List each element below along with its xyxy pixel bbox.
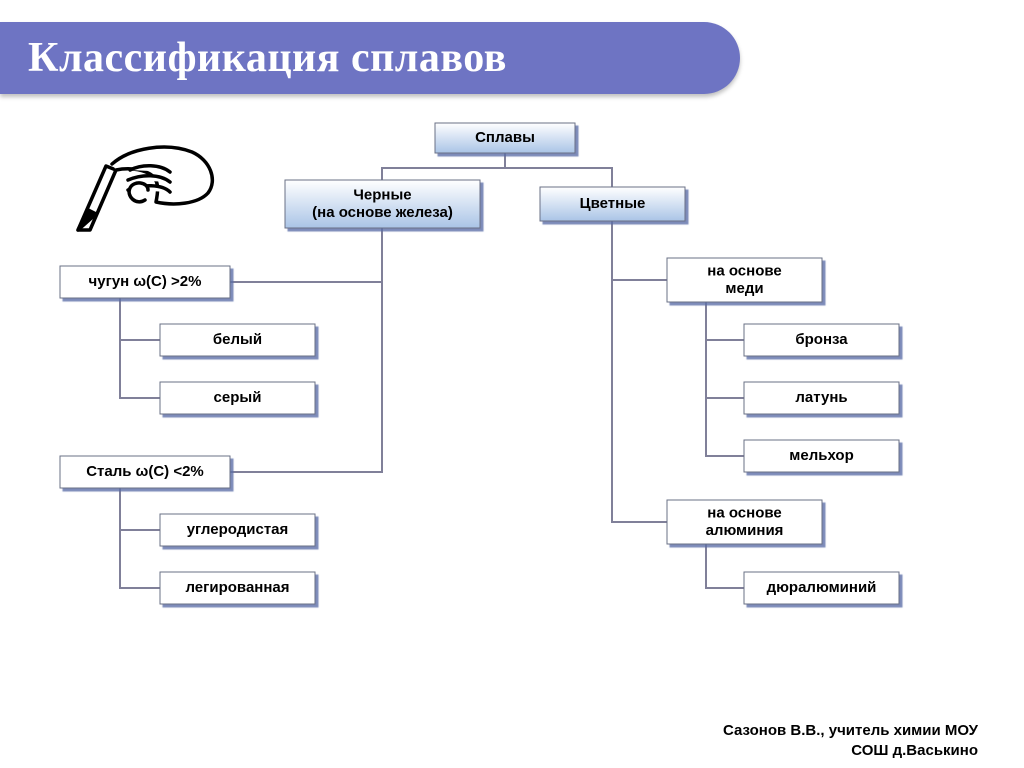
node-steel: Сталь ω(C) <2% (60, 456, 230, 488)
node-label: чугун ω(C) >2% (89, 273, 202, 290)
node-label: на основе (707, 263, 781, 280)
connector (120, 488, 160, 588)
node-label: Сталь ω(C) <2% (86, 463, 204, 480)
node-label: на основе (707, 505, 781, 522)
node-alloyed: легированная (160, 572, 315, 604)
connector (505, 153, 612, 187)
node-label: дюралюминий (767, 579, 877, 596)
node-label: легированная (185, 579, 289, 596)
credit-line-1: Сазонов В.В., учитель химии МОУ (723, 721, 978, 741)
node-brass: латунь (744, 382, 899, 414)
node-label: мельхор (789, 447, 853, 464)
node-color: Цветные (540, 187, 685, 221)
node-dural: дюралюминий (744, 572, 899, 604)
credit-line-2: СОШ д.Васькино (723, 741, 978, 761)
connector (612, 221, 667, 280)
connector (230, 228, 382, 282)
node-label: меди (725, 280, 763, 297)
node-label: Сплавы (475, 129, 535, 146)
author-credit: Сазонов В.В., учитель химии МОУ СОШ д.Ва… (723, 721, 978, 760)
node-black: Черные(на основе железа) (285, 180, 480, 228)
node-melch: мельхор (744, 440, 899, 472)
connector (120, 298, 160, 340)
node-root: Сплавы (435, 123, 575, 153)
node-label: бронза (795, 331, 848, 348)
node-bronze: бронза (744, 324, 899, 356)
node-gray: серый (160, 382, 315, 414)
hierarchy-diagram: Сплавы Черные(на основе железа) Цветные чуг… (0, 0, 1024, 768)
connector (706, 302, 744, 456)
connector (706, 302, 744, 398)
node-label: серый (214, 389, 262, 406)
connector (612, 221, 667, 522)
connector (382, 153, 505, 180)
node-white: белый (160, 324, 315, 356)
node-chug: чугун ω(C) >2% (60, 266, 230, 298)
connector (706, 544, 744, 588)
node-cu: на основемеди (667, 258, 822, 302)
connector (706, 302, 744, 340)
connector (120, 488, 160, 530)
node-label: алюминия (706, 522, 784, 539)
node-label: углеродистая (187, 521, 289, 538)
node-label: латунь (795, 389, 847, 406)
node-label: Черные (353, 187, 411, 204)
node-al: на основеалюминия (667, 500, 822, 544)
node-label: (на основе железа) (312, 204, 453, 221)
node-label: Цветные (580, 195, 646, 212)
connector (120, 298, 160, 398)
node-carbon: углеродистая (160, 514, 315, 546)
node-label: белый (213, 331, 262, 348)
